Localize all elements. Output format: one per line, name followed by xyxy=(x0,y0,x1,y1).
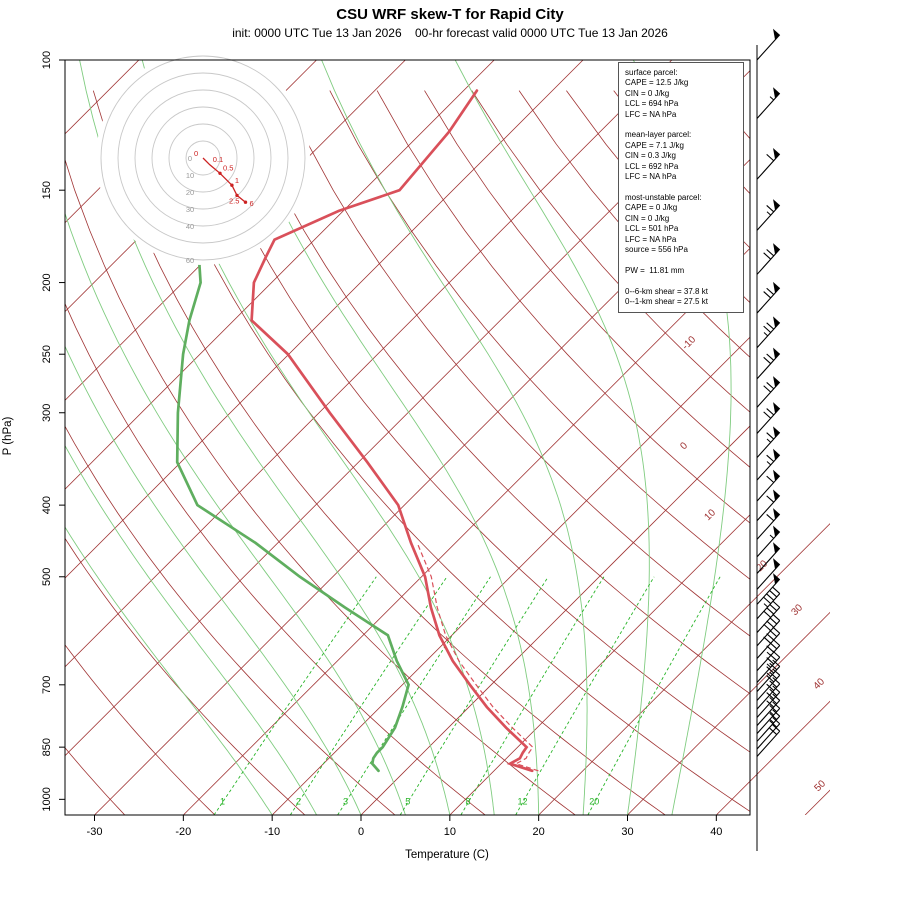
svg-text:20: 20 xyxy=(533,826,545,838)
svg-text:0.5: 0.5 xyxy=(223,163,233,172)
parcel-info-line: LCL = 692 hPa xyxy=(625,161,679,171)
svg-text:30: 30 xyxy=(621,826,633,838)
parcel-info-line: LCL = 501 hPa xyxy=(625,224,679,234)
parcel-info-line: PW = 11.81 mm xyxy=(625,265,685,275)
svg-text:100: 100 xyxy=(41,51,53,69)
parcel-info-line: CAPE = 12.5 J/kg xyxy=(625,78,689,88)
axes: -30 -20 -10 0 10 20 30 401001502002503004005007… xyxy=(41,51,751,838)
parcel-info-line: LFC = NA hPa xyxy=(625,109,677,119)
parcel-info-line: LCL = 694 hPa xyxy=(625,99,679,109)
hodograph: 0 10 20 30 40 60 0 0.10.51 2.5 6 xyxy=(96,51,310,265)
chart-subtitle: init: 0000 UTC Tue 13 Jan 2026 00-hr for… xyxy=(232,26,668,40)
svg-text:400: 400 xyxy=(41,496,53,514)
svg-text:10: 10 xyxy=(186,171,194,180)
y-axis-title: P (hPa) xyxy=(2,416,14,456)
svg-text:300: 300 xyxy=(41,404,53,422)
svg-text:12: 12 xyxy=(517,796,527,806)
svg-text:-20: -20 xyxy=(175,826,191,838)
parcel-info-line xyxy=(625,120,737,130)
svg-text:3: 3 xyxy=(343,796,348,806)
svg-text:200: 200 xyxy=(41,273,53,291)
svg-text:40: 40 xyxy=(811,676,827,692)
svg-text:0: 0 xyxy=(188,154,192,163)
parcel-info-line: CAPE = 0 J/kg xyxy=(625,203,678,213)
svg-text:50: 50 xyxy=(812,778,828,794)
wind-barb-column xyxy=(756,28,781,851)
svg-text:10: 10 xyxy=(444,826,456,838)
svg-text:1: 1 xyxy=(235,176,239,185)
parcel-info-line: most-unstable parcel: xyxy=(625,192,702,202)
svg-text:60: 60 xyxy=(186,256,194,265)
svg-text:-30: -30 xyxy=(87,826,103,838)
svg-text:0: 0 xyxy=(194,149,198,158)
svg-text:0: 0 xyxy=(358,826,364,838)
parcel-info-line: source = 556 hPa xyxy=(625,244,688,254)
svg-text:40: 40 xyxy=(186,222,194,231)
parcel-info-line: mean-layer parcel: xyxy=(625,130,692,140)
svg-text:1: 1 xyxy=(220,796,225,806)
parcel-info-line: 0--1-km shear = 27.5 kt xyxy=(625,296,708,306)
parcel-info-line xyxy=(625,255,737,265)
parcel-info-line: CAPE = 7.1 J/kg xyxy=(625,140,684,150)
parcel-info-line: LFC = NA hPa xyxy=(625,234,677,244)
parcel-info-line: surface parcel: xyxy=(625,68,678,77)
svg-text:40: 40 xyxy=(710,826,722,838)
svg-text:2.5: 2.5 xyxy=(229,196,239,205)
svg-text:5: 5 xyxy=(405,796,410,806)
temperature-trace xyxy=(250,89,534,773)
parcel-info-line: CIN = 0.3 J/kg xyxy=(625,151,676,161)
svg-text:20: 20 xyxy=(589,796,599,806)
svg-text:0.1: 0.1 xyxy=(213,155,223,164)
svg-text:2: 2 xyxy=(296,796,301,806)
moist-adiabats-layer xyxy=(65,60,732,815)
svg-text:30: 30 xyxy=(186,205,194,214)
svg-text:10: 10 xyxy=(702,507,718,523)
parcel-info-line: LFC = NA hPa xyxy=(625,172,677,182)
parcel-info-line: CIN = 0 J/kg xyxy=(625,213,670,223)
dry-adiabats-layer xyxy=(65,90,750,815)
dewpoint-trace xyxy=(175,256,411,773)
svg-text:1000: 1000 xyxy=(41,787,53,811)
x-axis-title: Temperature (C) xyxy=(405,849,489,861)
svg-text:700: 700 xyxy=(41,676,53,694)
parcel-info-line xyxy=(625,276,737,286)
svg-text:30: 30 xyxy=(789,602,805,618)
svg-text:6: 6 xyxy=(250,199,254,208)
svg-text:-10: -10 xyxy=(680,334,698,352)
svg-text:8: 8 xyxy=(466,796,471,806)
svg-text:-10: -10 xyxy=(264,826,280,838)
parcel-info-line xyxy=(625,182,737,192)
svg-text:250: 250 xyxy=(41,345,53,363)
svg-text:0: 0 xyxy=(678,440,690,452)
parcel-info-line: CIN = 0 J/kg xyxy=(625,88,670,98)
virtual-temperature-trace xyxy=(416,542,539,772)
svg-text:850: 850 xyxy=(41,738,53,756)
parcel-info-box: surface parcel: CAPE = 12.5 J/kg CIN = 0 J… xyxy=(618,62,744,314)
svg-text:500: 500 xyxy=(41,568,53,586)
mixing-ratio-layer: 1 2 3 5 8 12 20 xyxy=(213,576,721,815)
svg-text:150: 150 xyxy=(41,181,53,199)
chart-title: CSU WRF skew-T for Rapid City xyxy=(336,6,564,23)
parcel-info-line: 0--6-km shear = 37.8 kt xyxy=(625,286,708,296)
svg-text:20: 20 xyxy=(186,188,194,197)
